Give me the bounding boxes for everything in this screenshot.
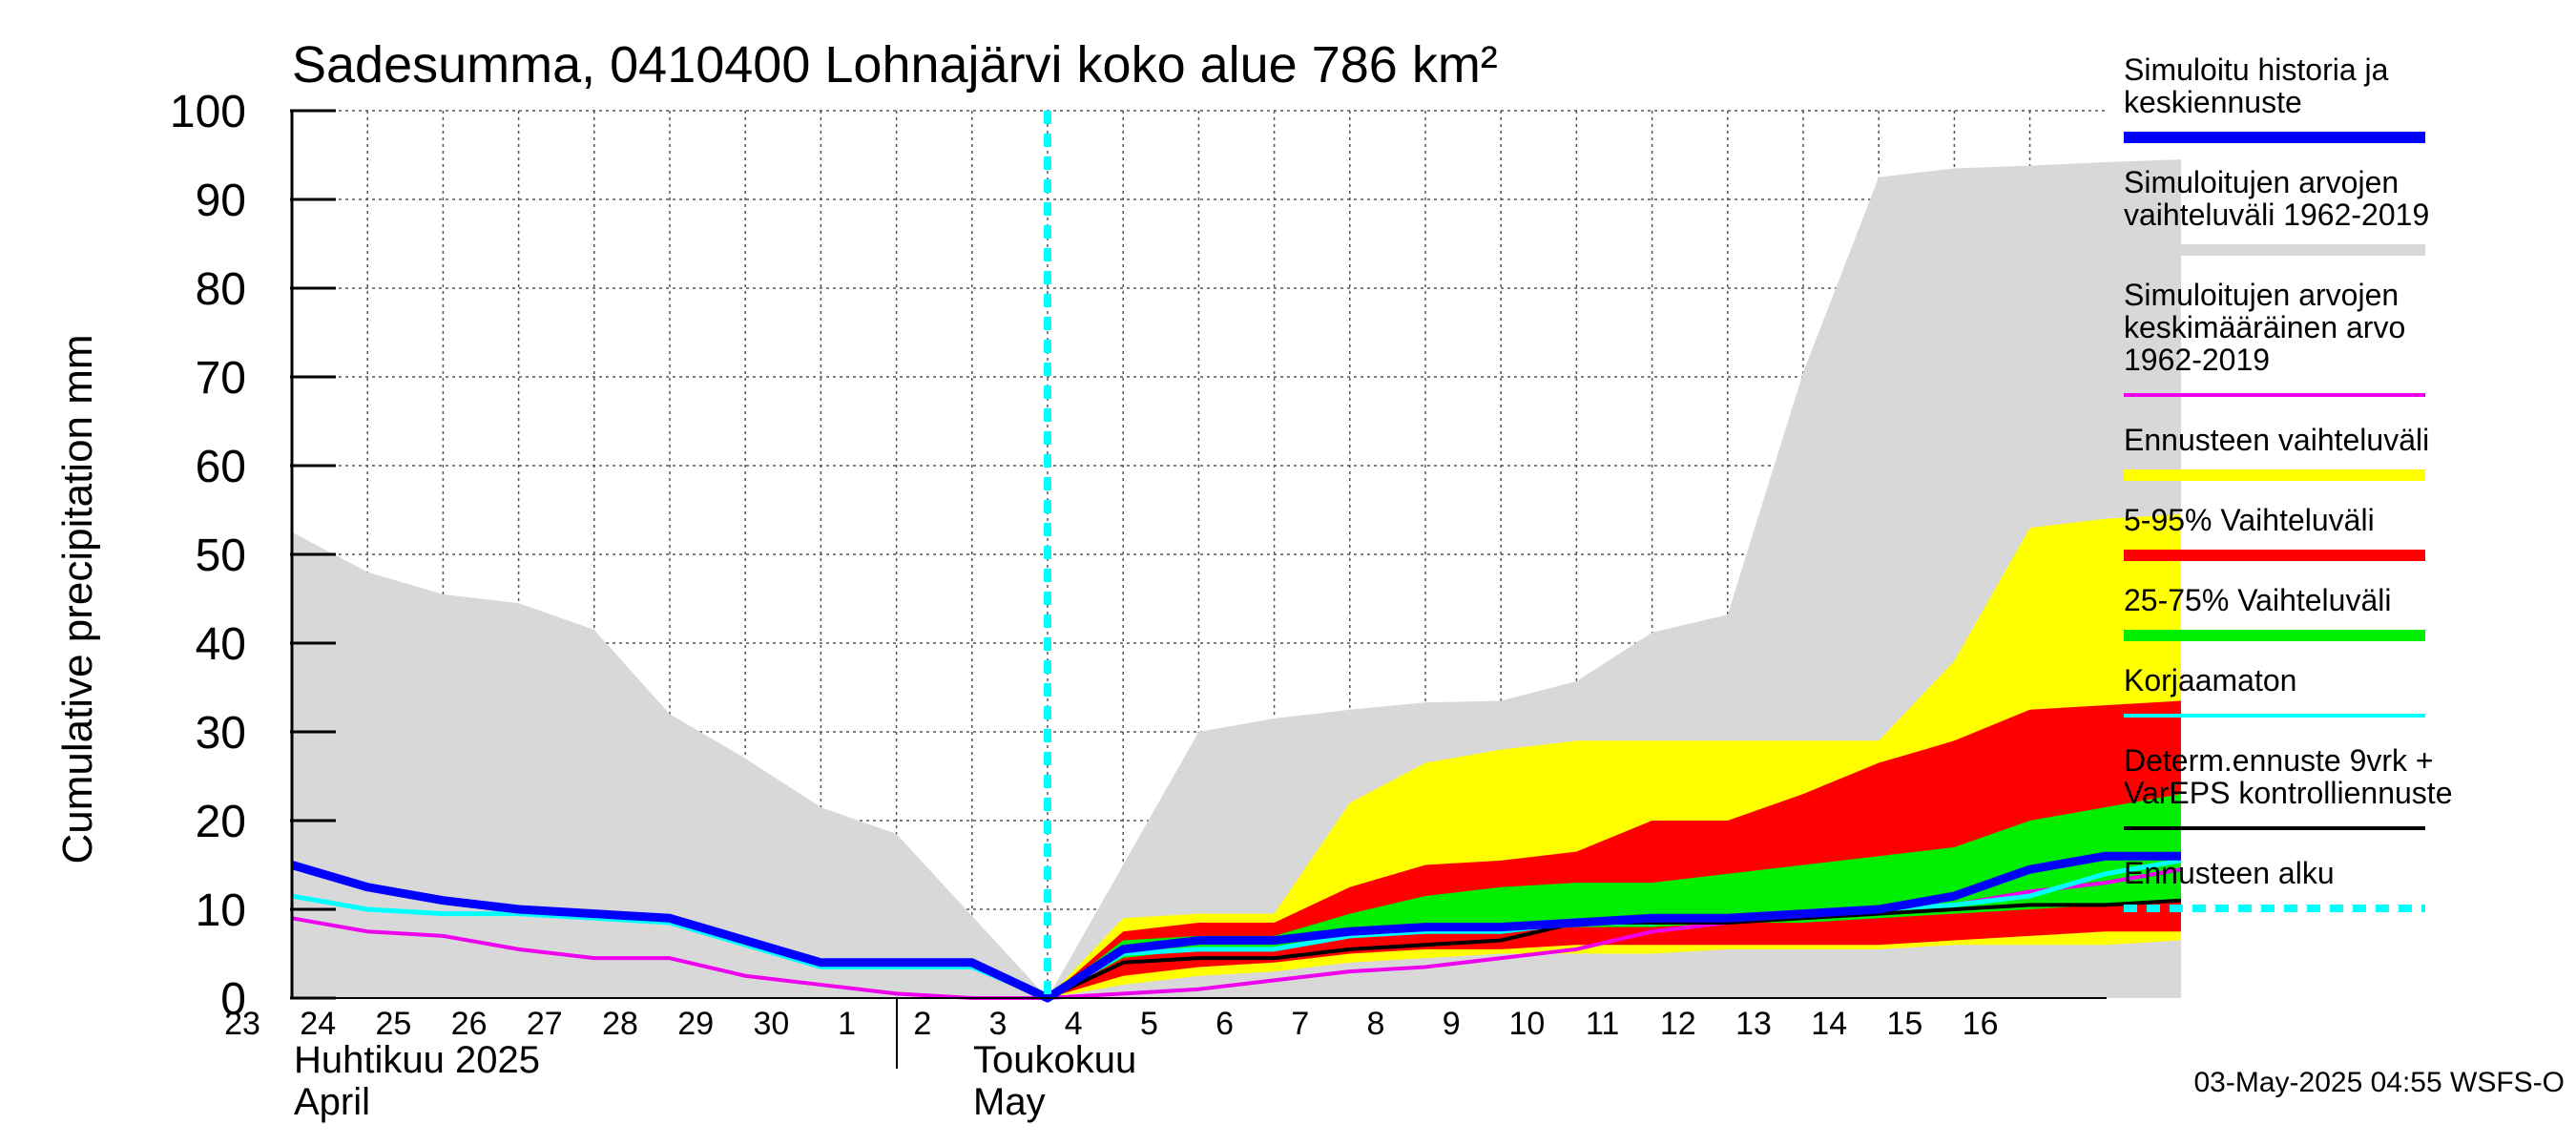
y-tick-label: 70 bbox=[196, 353, 246, 404]
x-tick-label: 28 bbox=[602, 1006, 638, 1042]
x-tick-label: 9 bbox=[1443, 1006, 1461, 1042]
footer-timestamp: 03-May-2025 04:55 WSFS-O bbox=[2194, 1067, 2566, 1098]
legend-label: 1962-2019 bbox=[2124, 343, 2270, 377]
y-tick-label: 0 bbox=[220, 974, 246, 1025]
legend-label: VarEPS kontrolliennuste bbox=[2124, 776, 2452, 810]
y-tick-label: 50 bbox=[196, 531, 246, 581]
y-tick-label: 100 bbox=[170, 87, 246, 137]
x-tick-label: 10 bbox=[1508, 1006, 1545, 1042]
chart-title: Sadesumma, 0410400 Lohnajärvi koko alue … bbox=[292, 36, 1498, 94]
x-tick-label: 23 bbox=[224, 1006, 260, 1042]
series-line-simuloitu-historia-ja-keskiennuste bbox=[290, 851, 2181, 1003]
x-tick-label: 16 bbox=[1963, 1006, 1999, 1042]
legend-label: Ennusteen vaihteluväli bbox=[2124, 423, 2429, 457]
legend-label: keskiennuste bbox=[2124, 85, 2302, 119]
month-label-april-en: April bbox=[294, 1081, 370, 1123]
x-tick-label: 25 bbox=[375, 1006, 411, 1042]
y-tick-label: 20 bbox=[196, 797, 246, 847]
x-tick-label: 13 bbox=[1735, 1006, 1772, 1042]
month-label-may-en: May bbox=[973, 1081, 1046, 1123]
month-label-may-fi: Toukokuu bbox=[973, 1039, 1136, 1081]
legend-label: 25-75% Vaihteluväli bbox=[2124, 583, 2391, 617]
x-tick-label: 24 bbox=[300, 1006, 336, 1042]
x-tick-label: 26 bbox=[451, 1006, 488, 1042]
x-tick-label: 6 bbox=[1215, 1006, 1234, 1042]
x-tick-label: 11 bbox=[1586, 1006, 1619, 1042]
legend-label: Determ.ennuste 9vrk + bbox=[2124, 743, 2434, 778]
x-tick-label: 8 bbox=[1367, 1006, 1385, 1042]
x-tick-label: 27 bbox=[527, 1006, 563, 1042]
x-tick-label: 15 bbox=[1886, 1006, 1922, 1042]
y-tick-label: 40 bbox=[196, 619, 246, 670]
legend-label: Ennusteen alku bbox=[2124, 856, 2335, 890]
x-tick-label: 1 bbox=[838, 1006, 856, 1042]
legend-label: Simuloitu historia ja bbox=[2124, 52, 2389, 87]
legend-label: Simuloitujen arvojen bbox=[2124, 165, 2399, 199]
y-tick-label: 90 bbox=[196, 176, 246, 226]
month-label-april-fi: Huhtikuu 2025 bbox=[294, 1039, 540, 1081]
x-tick-label: 7 bbox=[1291, 1006, 1309, 1042]
x-tick-label: 14 bbox=[1811, 1006, 1847, 1042]
legend-label: keskimääräinen arvo bbox=[2124, 310, 2405, 344]
x-tick-label: 29 bbox=[677, 1006, 714, 1042]
legend-label: vaihteluväli 1962-2019 bbox=[2124, 198, 2429, 232]
legend-label: Simuloitujen arvojen bbox=[2124, 278, 2399, 312]
y-axis-label: Cumulative precipitation mm bbox=[54, 334, 101, 864]
x-tick-label: 30 bbox=[753, 1006, 789, 1042]
y-tick-label: 30 bbox=[196, 708, 246, 759]
x-tick-label: 5 bbox=[1140, 1006, 1158, 1042]
y-tick-label: 60 bbox=[196, 442, 246, 492]
legend-label: Korjaamaton bbox=[2124, 663, 2296, 697]
series-lines bbox=[290, 111, 2182, 1003]
x-tick-label: 3 bbox=[989, 1006, 1008, 1042]
y-tick-label: 10 bbox=[196, 885, 246, 936]
band-25-75-vaihteluv-li bbox=[1048, 794, 2181, 998]
x-tick-label: 12 bbox=[1660, 1006, 1696, 1042]
x-tick-label: 2 bbox=[913, 1006, 931, 1042]
y-tick-label: 80 bbox=[196, 264, 246, 315]
x-tick-label: 4 bbox=[1065, 1006, 1083, 1042]
legend-label: 5-95% Vaihteluväli bbox=[2124, 503, 2375, 537]
bands bbox=[292, 159, 2181, 998]
